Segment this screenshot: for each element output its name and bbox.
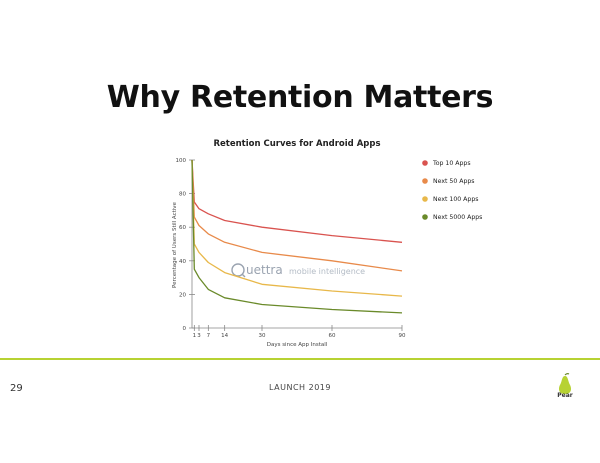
legend-label-1: Top 10 Apps — [432, 160, 471, 167]
x-tick-label: 3 — [197, 333, 201, 339]
footer-event: LAUNCH 2019 — [269, 383, 331, 392]
logo-text: Pear — [557, 392, 573, 399]
pear-logo-icon — [558, 373, 572, 394]
quettra-watermark: uettra mobile intelligence — [231, 263, 365, 278]
y-axis-label: Percentage of Users Still Active — [172, 201, 178, 287]
slide-title: Why Retention Matters — [106, 80, 494, 115]
series-line-3 — [191, 159, 403, 297]
series-line-2 — [191, 159, 403, 272]
legend-label-4: Next 5000 Apps — [433, 214, 482, 221]
x-tick-label: 30 — [259, 333, 266, 339]
x-tick-label: 14 — [221, 333, 228, 339]
y-tick-label: 20 — [179, 292, 186, 298]
legend-label-3: Next 100 Apps — [433, 196, 478, 203]
x-tick-label: 60 — [329, 333, 336, 339]
series-line-4 — [191, 159, 403, 314]
y-tick-label: 60 — [179, 225, 186, 231]
chart-title: Retention Curves for Android Apps — [213, 139, 380, 149]
y-tick-label: 40 — [179, 259, 186, 265]
page-number: 29 — [10, 383, 23, 394]
legend-label-2: Next 50 Apps — [433, 178, 475, 185]
x-axis-label: Days since App Install — [267, 342, 328, 348]
y-tick-label: 100 — [176, 158, 187, 164]
y-tick-label: 0 — [183, 326, 187, 332]
watermark-logo-icon — [231, 263, 245, 277]
watermark-brand: uettra — [246, 263, 283, 277]
legend-marker-2 — [422, 178, 428, 184]
series-line-1 — [191, 159, 403, 243]
watermark-tagline: mobile intelligence — [289, 267, 365, 276]
footer-divider — [0, 358, 600, 360]
x-tick-label: 1 — [193, 333, 197, 339]
y-tick-label: 80 — [179, 192, 186, 198]
x-tick-label: 90 — [399, 333, 406, 339]
legend-marker-1 — [422, 160, 428, 166]
legend-marker-4 — [422, 214, 428, 220]
x-tick-label: 7 — [207, 333, 211, 339]
legend-marker-3 — [422, 196, 428, 202]
